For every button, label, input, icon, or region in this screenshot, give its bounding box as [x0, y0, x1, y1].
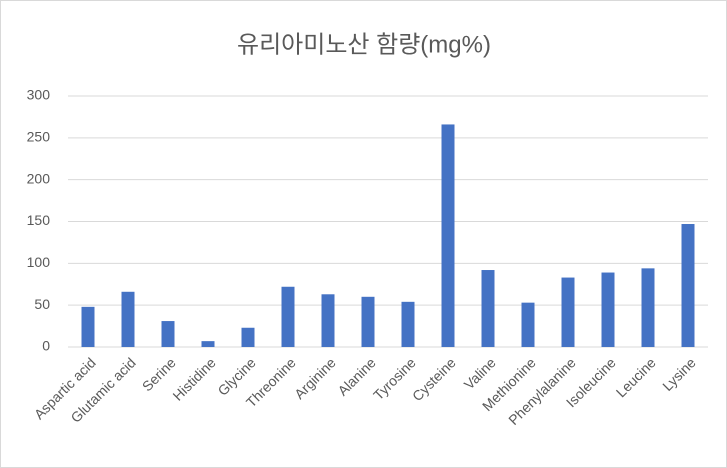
bar	[361, 296, 375, 347]
bar	[81, 306, 95, 347]
bar	[681, 224, 695, 347]
bar	[241, 327, 255, 347]
bar	[521, 302, 535, 347]
bar	[401, 301, 415, 347]
bar	[201, 341, 215, 347]
bar	[281, 286, 295, 347]
bar	[321, 294, 335, 347]
chart-title: 유리아미노산 함량(mg%)	[237, 31, 491, 58]
y-tick-label: 150	[27, 212, 51, 228]
bar	[121, 291, 135, 347]
y-tick-label: 200	[27, 170, 51, 186]
y-tick-label: 50	[34, 296, 50, 312]
bar	[481, 270, 495, 347]
bar	[441, 124, 455, 348]
y-tick-label: 0	[42, 338, 50, 354]
y-tick-label: 100	[27, 254, 51, 270]
y-tick-label: 250	[27, 129, 51, 145]
bar	[601, 272, 615, 347]
bar	[561, 277, 575, 347]
bar	[161, 321, 175, 347]
bar	[641, 268, 655, 347]
y-tick-label: 300	[27, 87, 51, 103]
